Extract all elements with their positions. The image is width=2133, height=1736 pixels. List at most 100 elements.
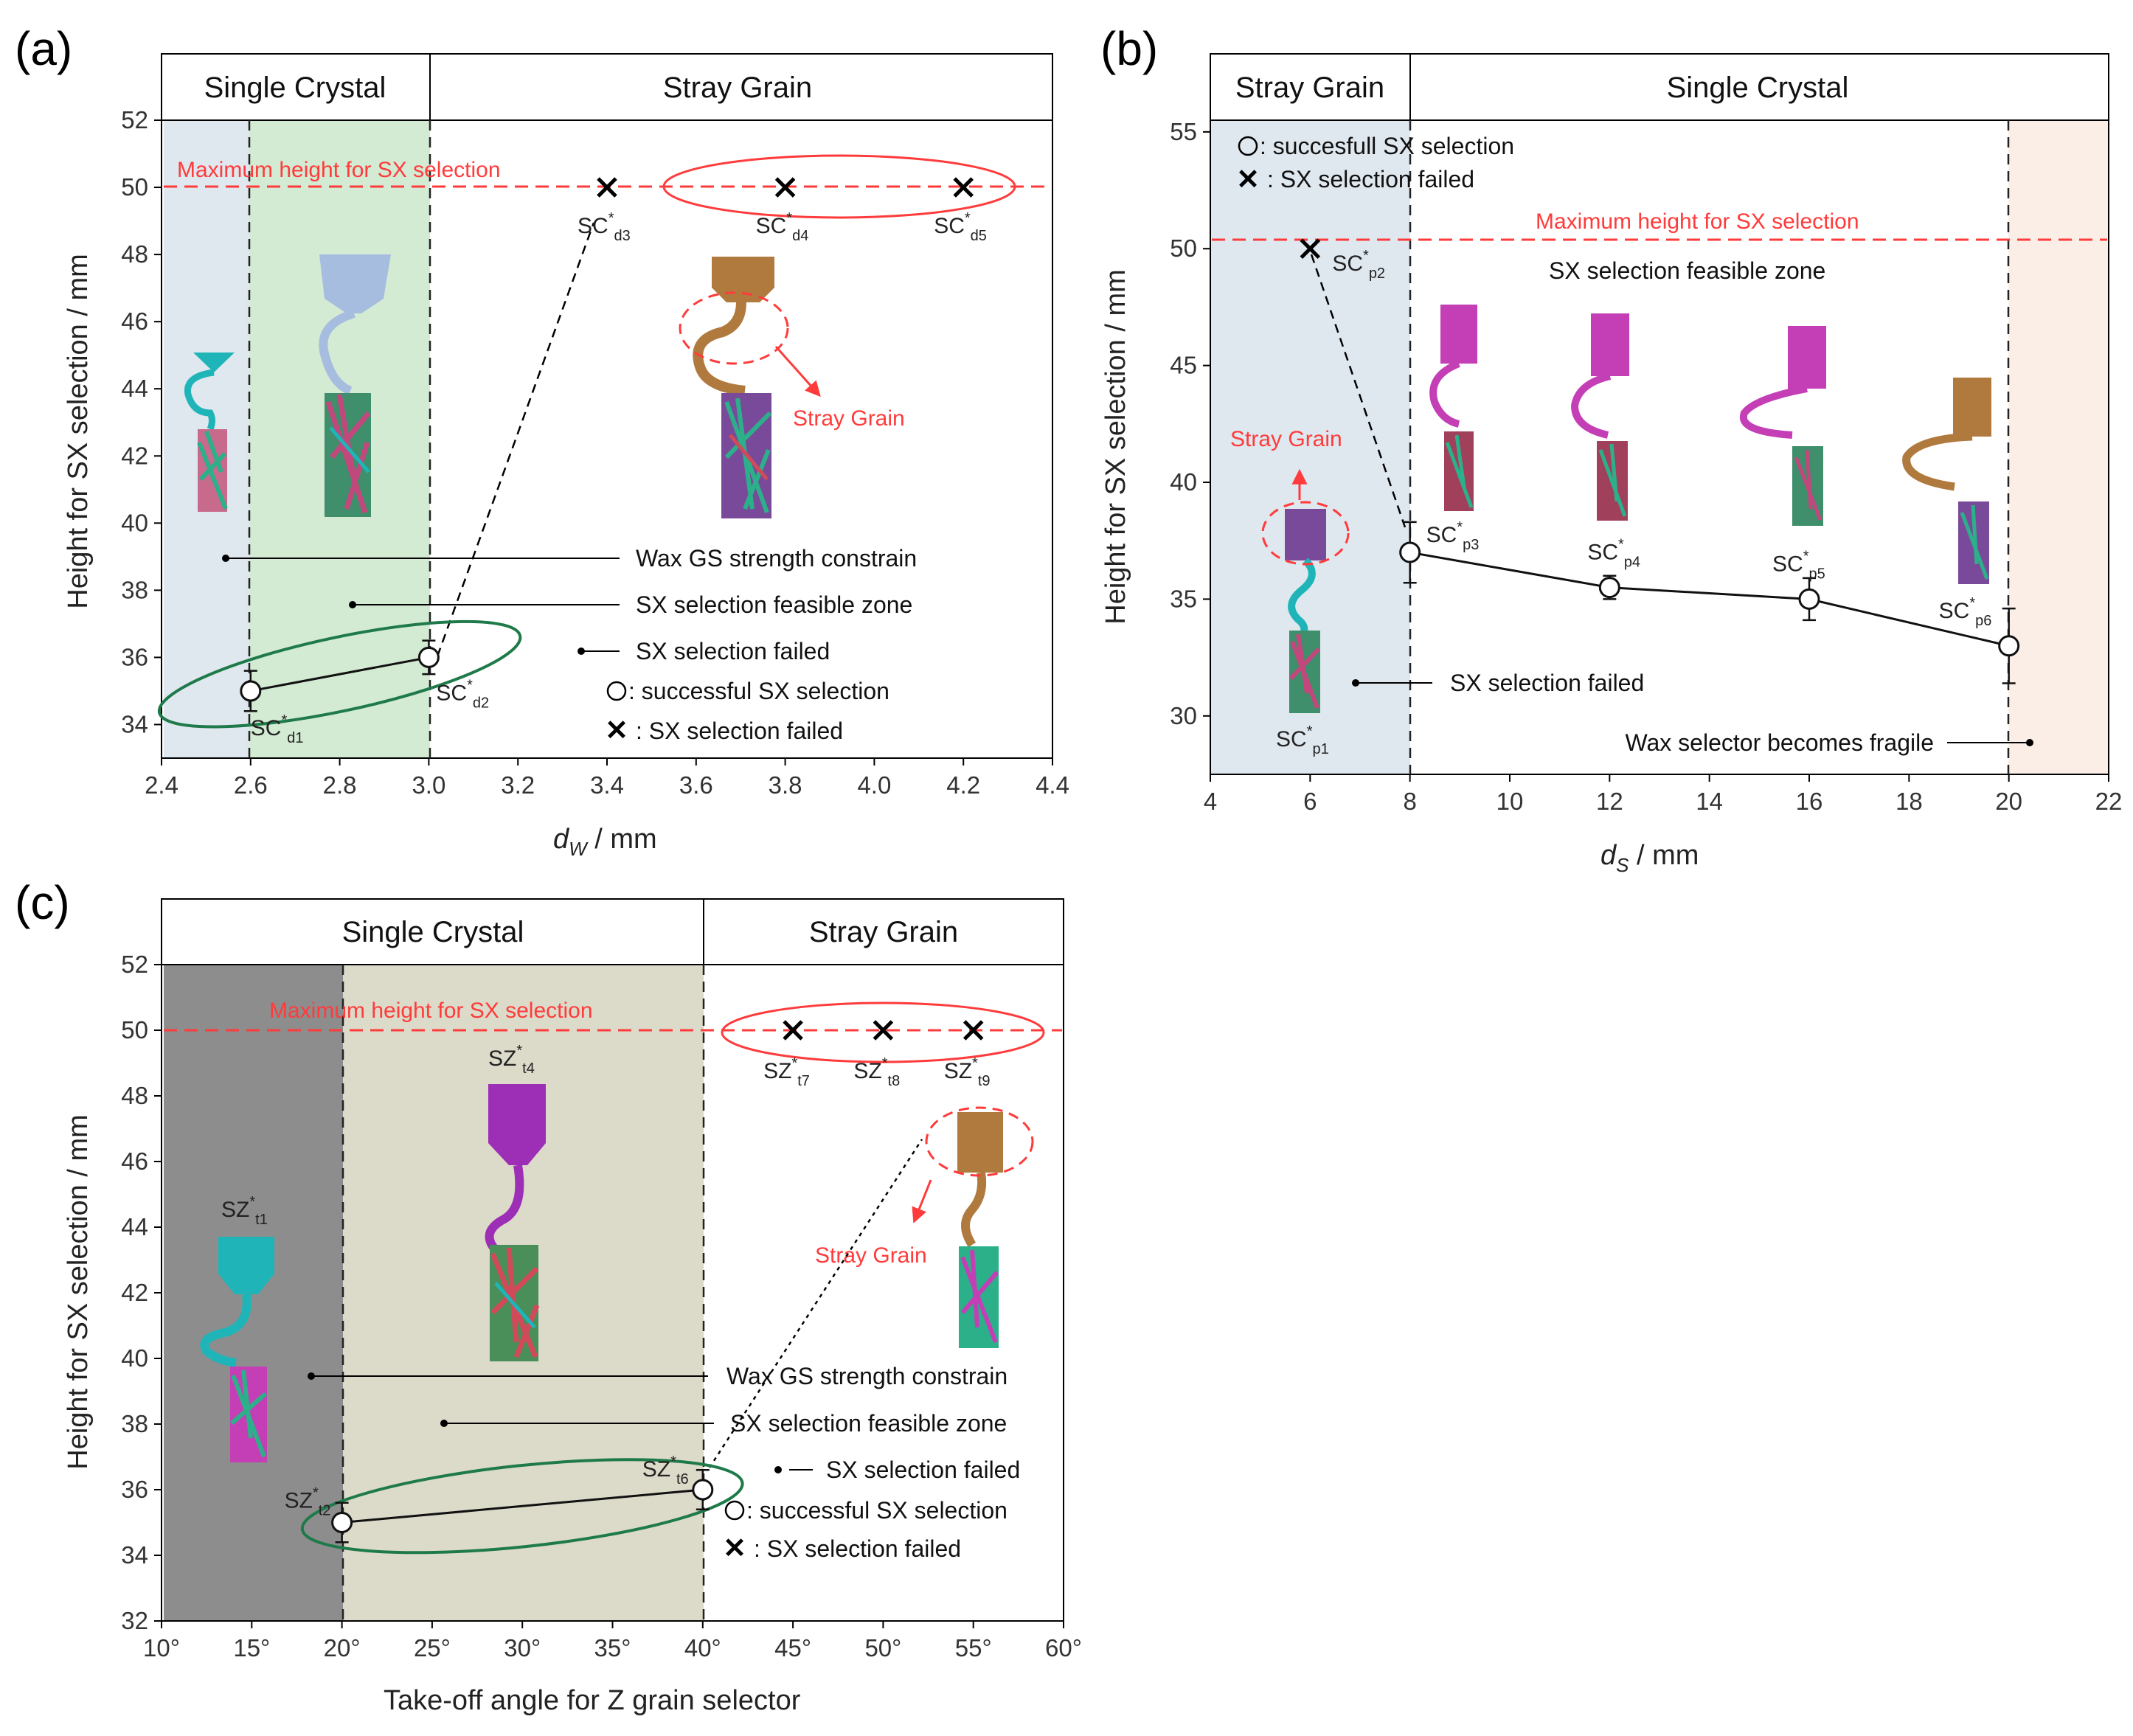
- y-tick-label: 50: [121, 1016, 148, 1044]
- x-tick-label: 2.6: [234, 771, 268, 799]
- selector-illustration-d1: [184, 353, 235, 512]
- point-label: SC*d3: [578, 210, 631, 244]
- header-stray-grain: Stray Grain: [809, 916, 958, 948]
- success-cluster-ellipse: [300, 1458, 744, 1555]
- x-tick-label: 15°: [233, 1634, 270, 1662]
- success-cluster-ellipse: [157, 619, 522, 729]
- chart-panel-c: (c) Single Crystal Stray Grain Maximum h…: [15, 876, 1082, 1716]
- x-tick-label: 35°: [594, 1634, 631, 1662]
- point-label: SZ*t8: [853, 1055, 900, 1089]
- failed-point: [783, 1020, 803, 1041]
- x-tick-label: 60°: [1045, 1634, 1082, 1662]
- y-tick-label: 42: [121, 442, 148, 469]
- success-point: [1798, 588, 1820, 610]
- success-point: [240, 680, 262, 702]
- failed-point: [953, 177, 974, 198]
- point-label: SC*d1: [251, 712, 304, 746]
- data-marks: SZ*t2 SZ*t6 SZ*t7 SZ*t8 SZ*t9: [285, 1020, 991, 1555]
- selector-illustration-stray: [679, 257, 821, 518]
- x-tick-label: 18: [1896, 788, 1923, 815]
- y-tick-label: 40: [121, 1344, 148, 1372]
- chart-panel-b: (b) Stray Grain Single Crystal Maximum h…: [1100, 22, 2122, 876]
- header-stray-grain: Stray Grain: [663, 72, 812, 104]
- failed-cluster-ellipse: [721, 1001, 1045, 1063]
- legend-circle-marker: [1238, 136, 1258, 156]
- point-label: SZ*t2: [285, 1485, 331, 1519]
- header-stray-grain: Stray Grain: [1235, 72, 1384, 104]
- panel-letter: (c): [15, 876, 70, 929]
- point-label: SC*p6: [1939, 595, 1992, 629]
- point-label: SC*d5: [934, 210, 987, 244]
- selector-illustration-p6: [1902, 378, 1991, 584]
- y-tick-label: 34: [121, 1541, 148, 1569]
- y-tick-labels: 34 36 38 40 42 44 46 48 50 52: [121, 106, 162, 737]
- y-tick-labels: 30 35 40 45 50 55: [1170, 118, 1210, 729]
- max-height-label: Maximum height for SX selection: [269, 999, 593, 1023]
- x-tick-label: 20: [1995, 788, 2022, 815]
- selector-illustration-d2: [319, 254, 391, 517]
- x-tick-label: 55°: [955, 1634, 992, 1662]
- x-tick-label: 4.0: [857, 771, 891, 799]
- legend-failed-label: : SX selection failed: [636, 718, 843, 744]
- legend-circle-marker: [606, 681, 627, 701]
- y-tick-label: 46: [121, 1148, 148, 1175]
- point-label: SC*p5: [1772, 548, 1825, 582]
- x-tick-label: 14: [1696, 788, 1723, 815]
- x-tick-label: 8: [1403, 788, 1416, 815]
- point-label-t4: SZ*t4: [488, 1043, 535, 1077]
- y-tick-label: 44: [121, 375, 148, 402]
- y-tick-label: 40: [121, 509, 148, 536]
- selector-illustration-p4: [1570, 313, 1629, 521]
- y-tick-label: 36: [121, 1476, 148, 1503]
- selector-illustration-t4: [485, 1084, 546, 1361]
- feasible-zone-note: SX selection feasible zone: [1549, 257, 1825, 284]
- y-tick-label: 52: [121, 951, 148, 978]
- x-tick-label: 20°: [324, 1634, 361, 1662]
- point-label: SC*p3: [1426, 519, 1480, 553]
- x-tick-label: 6: [1303, 788, 1317, 815]
- x-axis-label: Take-off angle for Z grain selector: [384, 1685, 801, 1716]
- y-tick-label: 35: [1170, 585, 1197, 612]
- legend-success-label: : succesfull SX selection: [1260, 133, 1514, 159]
- x-axis-label: dS / mm: [1600, 840, 1699, 876]
- data-marks: SC*d1 SC*d2 SC*d3 SC*d4 SC*d5: [157, 177, 987, 746]
- y-tick-label: 48: [121, 1082, 148, 1109]
- selector-illustration-p5: [1739, 326, 1826, 526]
- success-series-line: [1409, 551, 2010, 647]
- point-label-p1: SC*p1: [1276, 723, 1329, 757]
- feasible-zone-note: SX selection feasible zone: [636, 591, 912, 618]
- selector-illustration-t1: [200, 1237, 274, 1462]
- stray-grain-label: Stray Grain: [815, 1243, 927, 1268]
- y-axis-label: Height for SX selection / mm: [63, 254, 94, 609]
- x-tick-label: 25°: [414, 1634, 451, 1662]
- legend-failed-label: : SX selection failed: [1267, 166, 1474, 192]
- stray-grain-label: Stray Grain: [793, 406, 905, 431]
- y-axis-label: Height for SX selection / mm: [63, 1114, 94, 1470]
- point-label-t1: SZ*t1: [221, 1194, 268, 1228]
- failed-zone-note: SX selection failed: [1450, 670, 1644, 696]
- success-point: [692, 1479, 714, 1501]
- x-tick-label: 3.8: [769, 771, 802, 799]
- success-point: [1598, 577, 1620, 599]
- y-tick-label: 45: [1170, 352, 1197, 379]
- x-tick-labels: 2.4 2.6 2.8 3.0 3.2 3.4 3.6 3.8 4.0 4.2 4.4: [145, 758, 1069, 799]
- y-tick-label: 32: [121, 1607, 148, 1634]
- fragile-zone: [2008, 120, 2109, 774]
- data-marks: SC*p3 SC*p4 SC*p5 SC*p6 SC*p2: [1300, 238, 2020, 684]
- x-tick-label: 12: [1596, 788, 1623, 815]
- point-label: SZ*t9: [944, 1055, 991, 1089]
- y-tick-labels: 32 34 36 38 40 42 44 46 48 50 52: [121, 951, 162, 1634]
- x-tick-label: 2.8: [323, 771, 357, 799]
- panel-letter: (a): [15, 22, 72, 75]
- x-tick-label: 45°: [774, 1634, 811, 1662]
- header-single-crystal: Single Crystal: [204, 72, 386, 104]
- header-single-crystal: Single Crystal: [342, 916, 524, 948]
- y-tick-label: 50: [1170, 235, 1197, 262]
- y-tick-label: 36: [121, 643, 148, 670]
- wax-constraint-note: Wax GS strength constrain: [636, 545, 917, 572]
- success-series-line: [341, 1488, 703, 1524]
- point-label: SC*p4: [1587, 537, 1640, 571]
- x-axis-label: dW / mm: [553, 824, 657, 860]
- success-series-line: [250, 656, 429, 692]
